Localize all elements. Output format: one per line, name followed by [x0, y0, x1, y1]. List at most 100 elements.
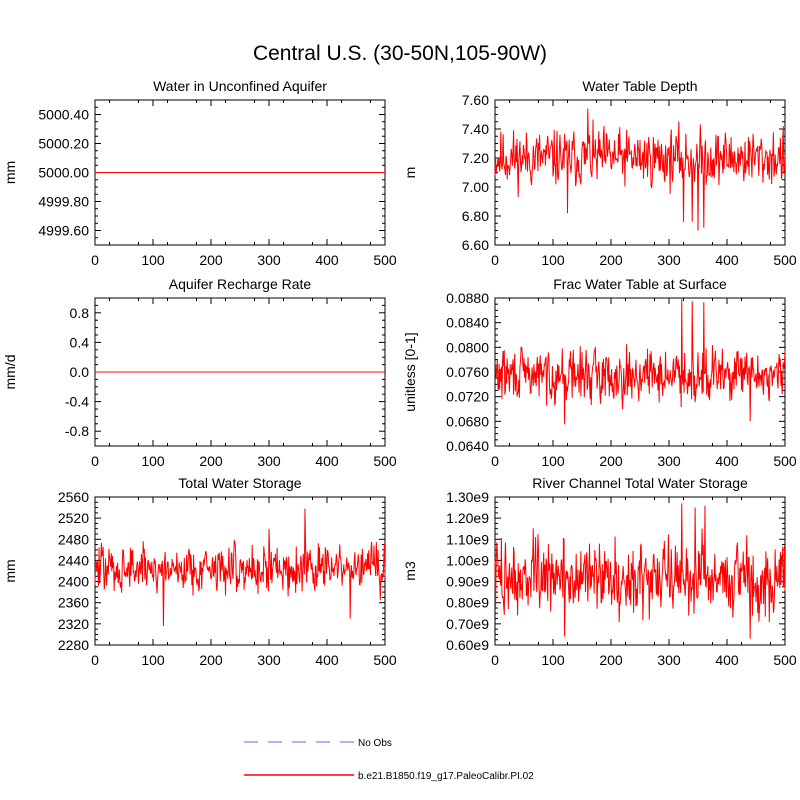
x-tick-label: 200 — [199, 652, 223, 668]
y-tick-label: -0.8 — [65, 423, 89, 439]
y-tick-label: 2320 — [58, 616, 89, 632]
y-tick-label: 2280 — [58, 637, 89, 653]
y-tick-label: 0.60e9 — [446, 637, 489, 653]
x-tick-label: 300 — [257, 252, 281, 268]
x-tick-label: 0 — [91, 453, 99, 469]
y-tick-label: 2440 — [58, 552, 89, 568]
panel-title: Water in Unconfined Aquifer — [153, 78, 327, 94]
y-tick-label: 0.0 — [70, 364, 90, 380]
y-axis-label: m3 — [402, 561, 418, 581]
plot-frame — [494, 99, 786, 246]
y-tick-label: 5000.20 — [38, 136, 89, 152]
x-tick-label: 500 — [373, 252, 397, 268]
y-tick-label: 2400 — [58, 574, 89, 590]
y-tick-label: 6.80 — [462, 208, 489, 224]
x-tick-label: 400 — [715, 252, 739, 268]
y-tick-label: 0.8 — [70, 305, 90, 321]
y-tick-label: 2560 — [58, 489, 89, 505]
chart-panel: Water Table Depth m 0 100 200 300 400 500 6.60 6.… — [402, 78, 797, 268]
x-tick-label: 0 — [491, 652, 499, 668]
y-tick-label: 2360 — [58, 595, 89, 611]
y-axis-label: m — [402, 167, 418, 179]
series-line — [494, 299, 786, 425]
y-tick-label: 7.60 — [462, 92, 489, 108]
y-tick-label: 0.0840 — [446, 315, 489, 331]
y-tick-label: 7.00 — [462, 179, 489, 195]
legend-label: No Obs — [358, 738, 392, 749]
x-tick-label: 400 — [715, 453, 739, 469]
chart-panel: Frac Water Table at Surface unitless [0-1… — [402, 276, 797, 469]
y-tick-label: 0.70e9 — [446, 616, 489, 632]
x-tick-label: 200 — [599, 453, 623, 469]
x-tick-label: 400 — [315, 252, 339, 268]
panel-title: Total Water Storage — [178, 475, 301, 491]
y-tick-label: 1.20e9 — [446, 510, 489, 526]
x-tick-label: 300 — [657, 652, 681, 668]
y-tick-label: 0.80e9 — [446, 595, 489, 611]
y-tick-label: 0.0680 — [446, 413, 489, 429]
x-tick-label: 200 — [599, 252, 623, 268]
series-line — [94, 508, 386, 626]
panel-title: Water Table Depth — [582, 78, 697, 94]
x-tick-label: 200 — [199, 453, 223, 469]
y-tick-label: 2480 — [58, 531, 89, 547]
chart-panel: Water in Unconfined Aquifer mm 0 100 200 300 4… — [2, 78, 397, 268]
y-tick-label: 0.0880 — [446, 290, 489, 306]
x-tick-label: 100 — [541, 252, 565, 268]
y-tick-label: 0.90e9 — [446, 574, 489, 590]
y-axis-label: mm/d — [2, 355, 18, 390]
x-tick-label: 100 — [141, 652, 165, 668]
x-tick-label: 0 — [491, 453, 499, 469]
x-tick-label: 0 — [491, 252, 499, 268]
x-tick-label: 100 — [141, 453, 165, 469]
y-axis-label: mm — [2, 559, 18, 582]
y-tick-label: 5000.00 — [38, 165, 89, 181]
panel-title: Frac Water Table at Surface — [553, 276, 727, 292]
y-tick-label: -0.4 — [65, 394, 89, 410]
series-line — [494, 503, 786, 639]
series-line — [494, 108, 786, 231]
chart-panel: Aquifer Recharge Rate mm/d 0 100 200 300 400 50… — [2, 276, 397, 469]
x-tick-label: 300 — [657, 252, 681, 268]
x-tick-label: 400 — [315, 453, 339, 469]
x-tick-label: 100 — [541, 453, 565, 469]
x-tick-label: 500 — [373, 652, 397, 668]
y-tick-label: 0.0760 — [446, 364, 489, 380]
y-axis-label: mm — [2, 161, 18, 184]
x-tick-label: 200 — [199, 252, 223, 268]
y-tick-label: 0.0720 — [446, 389, 489, 405]
x-tick-label: 300 — [257, 652, 281, 668]
y-tick-label: 7.20 — [462, 150, 489, 166]
x-tick-label: 500 — [373, 453, 397, 469]
x-tick-label: 0 — [91, 252, 99, 268]
legend-label: b.e21.B1850.f19_g17.PaleoCalibr.PI.02 — [358, 771, 534, 782]
x-tick-label: 500 — [773, 453, 797, 469]
y-tick-label: 1.30e9 — [446, 489, 489, 505]
x-tick-label: 500 — [773, 252, 797, 268]
y-tick-label: 0.4 — [70, 334, 90, 350]
x-tick-label: 100 — [541, 652, 565, 668]
y-tick-label: 0.0800 — [446, 339, 489, 355]
y-axis-label: unitless [0-1] — [402, 332, 418, 411]
y-tick-label: 4999.60 — [38, 223, 89, 239]
x-tick-label: 400 — [715, 652, 739, 668]
x-tick-label: 400 — [315, 652, 339, 668]
y-tick-label: 7.40 — [462, 121, 489, 137]
x-tick-label: 0 — [91, 652, 99, 668]
y-tick-label: 5000.40 — [38, 107, 89, 123]
figure-title: Central U.S. (30-50N,105-90W) — [253, 42, 547, 65]
y-tick-label: 1.00e9 — [446, 552, 489, 568]
x-tick-label: 300 — [257, 453, 281, 469]
x-tick-label: 300 — [657, 453, 681, 469]
y-tick-label: 6.60 — [462, 237, 489, 253]
x-tick-label: 500 — [773, 652, 797, 668]
y-tick-label: 0.0640 — [446, 438, 489, 454]
x-tick-label: 200 — [599, 652, 623, 668]
panel-title: River Channel Total Water Storage — [532, 475, 748, 491]
panel-title: Aquifer Recharge Rate — [169, 276, 312, 292]
chart-panel: River Channel Total Water Storage m3 0 100 2… — [402, 475, 797, 668]
y-tick-label: 2520 — [58, 510, 89, 526]
chart-panel: Total Water Storage mm 0 100 200 300 400 500 228… — [2, 475, 397, 668]
legend: No Obs b.e21.B1850.f19_g17.PaleoCalibr.PI… — [244, 738, 534, 782]
